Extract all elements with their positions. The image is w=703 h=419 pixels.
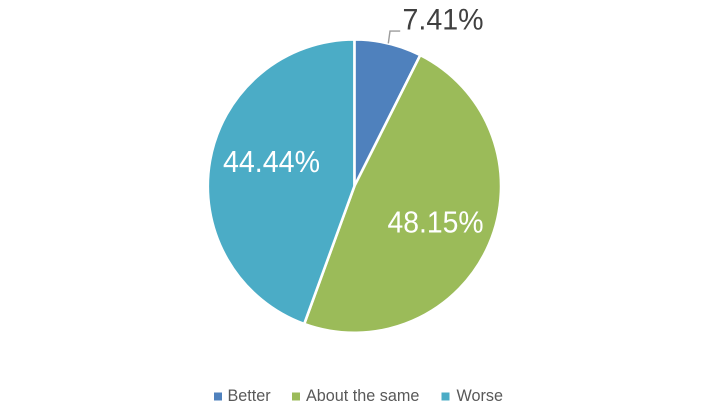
svg-text:48.15%: 48.15% — [388, 205, 484, 240]
svg-text:7.41%: 7.41% — [403, 4, 484, 37]
svg-text:About the same: About the same — [306, 387, 419, 405]
svg-text:44.44%: 44.44% — [223, 144, 320, 179]
svg-text:Worse: Worse — [457, 387, 503, 405]
svg-text:Better: Better — [228, 387, 272, 405]
